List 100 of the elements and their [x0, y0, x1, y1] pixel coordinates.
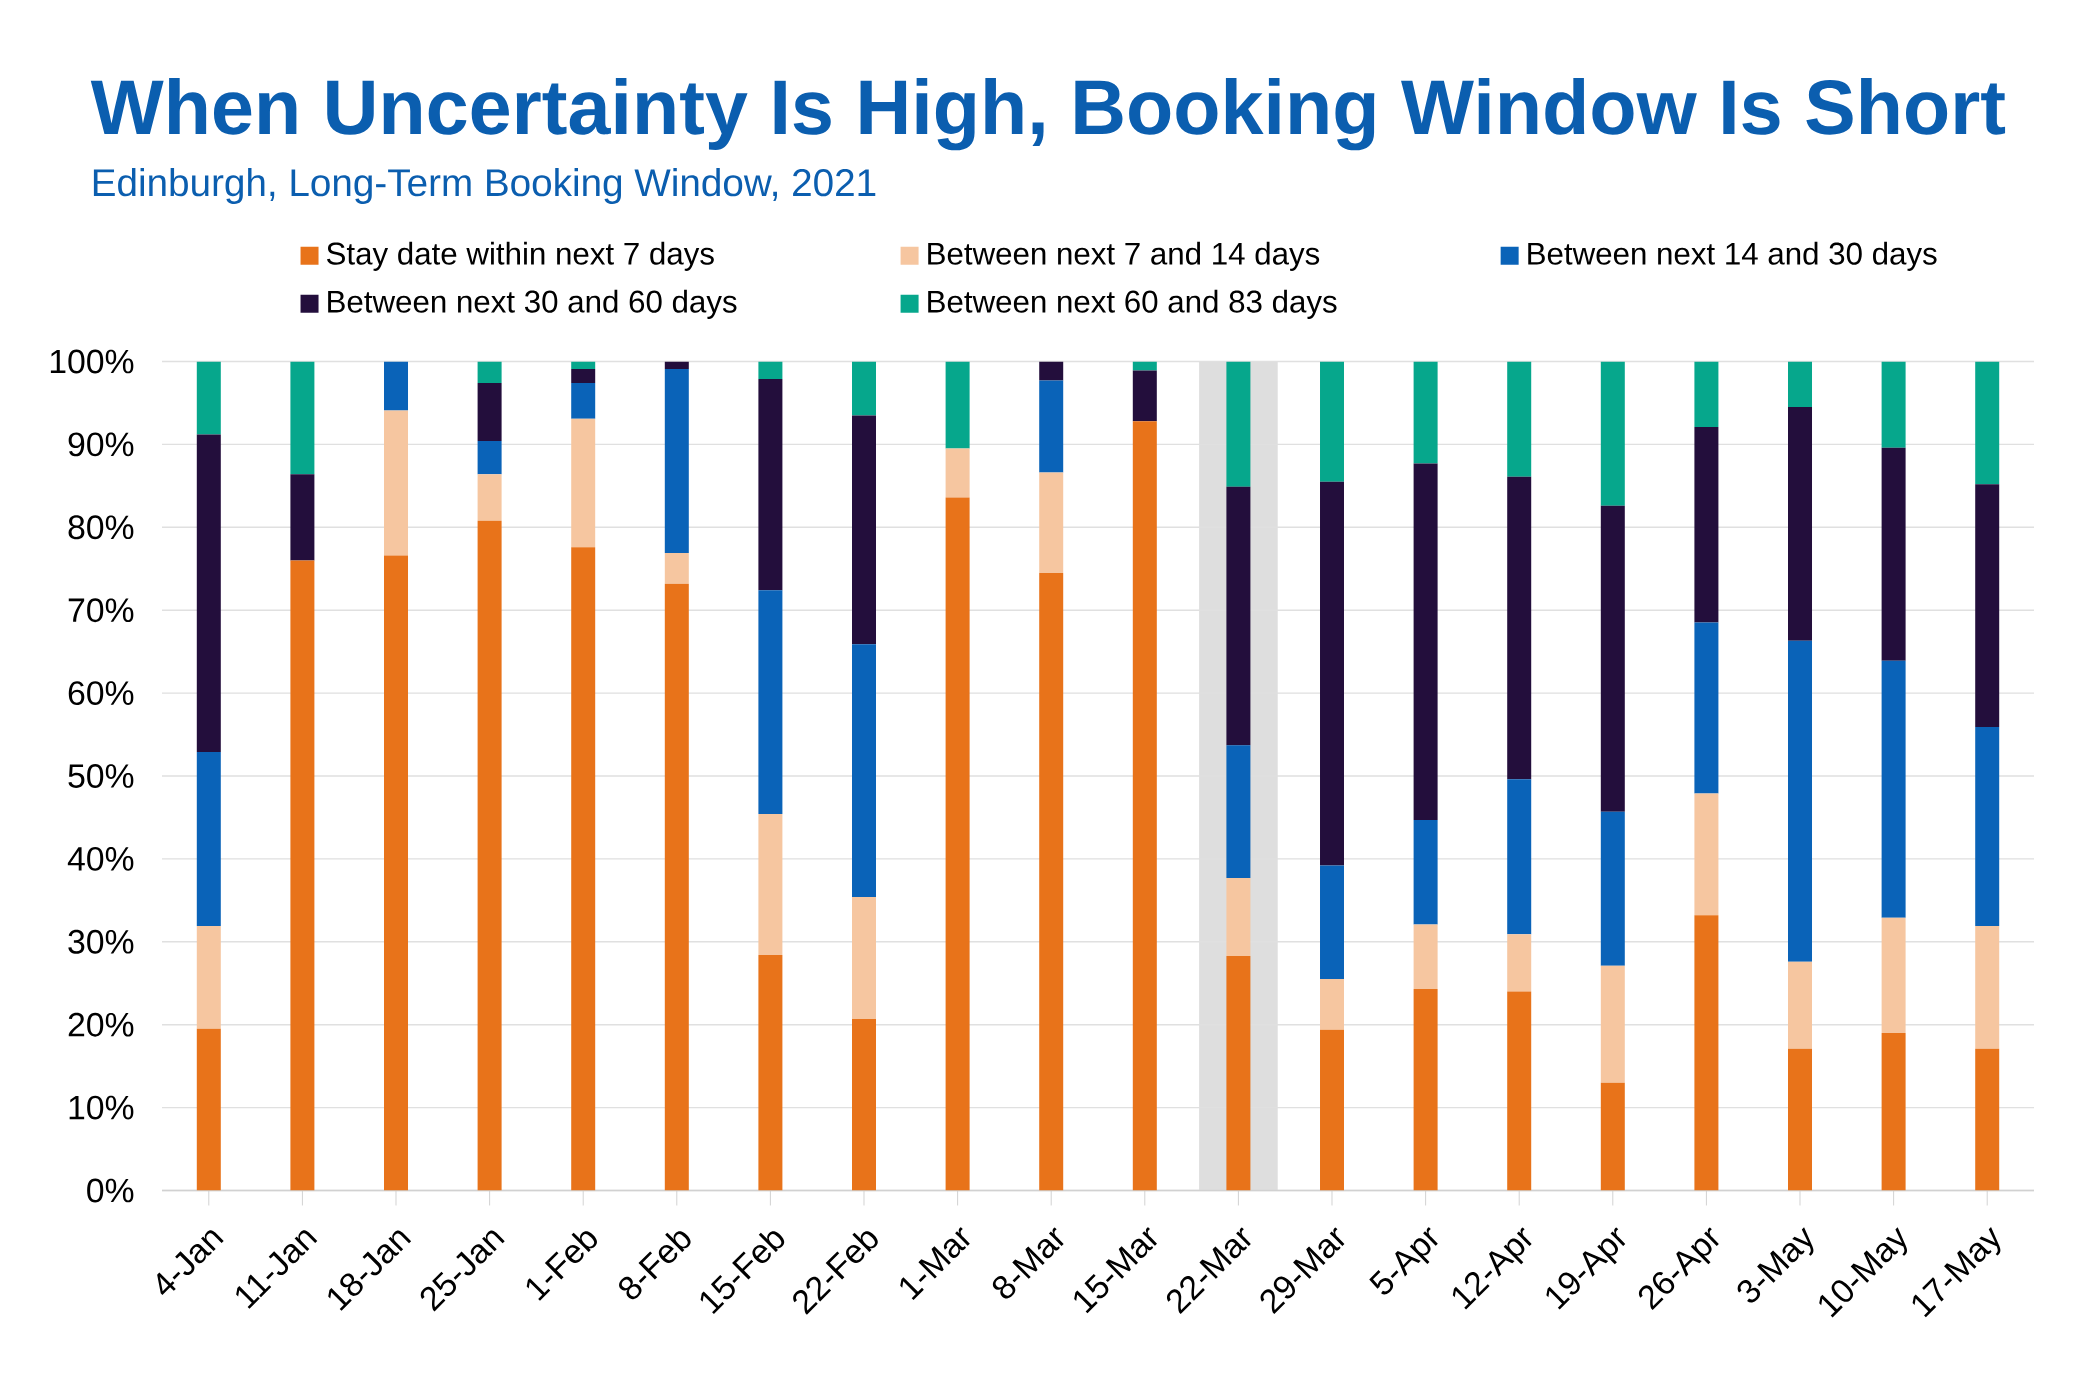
bar — [1788, 407, 1813, 641]
bar — [758, 590, 783, 815]
bar — [1881, 1032, 1906, 1191]
bar — [571, 547, 596, 1191]
bar — [1320, 1029, 1344, 1191]
bar — [1975, 1048, 2000, 1191]
bar — [1132, 361, 1157, 371]
bar — [1320, 979, 1344, 1030]
bar — [571, 368, 596, 384]
bar — [290, 361, 315, 475]
y-tick-label: 70% — [68, 598, 134, 623]
bar — [1226, 955, 1251, 1191]
bar — [945, 448, 970, 498]
bar — [1694, 793, 1719, 916]
bar — [664, 552, 689, 584]
bar — [1600, 361, 1625, 506]
bar — [384, 361, 409, 411]
bar — [1132, 421, 1157, 1191]
bar — [1881, 361, 1906, 448]
y-tick-label: 100% — [50, 349, 134, 374]
bar — [571, 383, 596, 419]
bar — [1694, 915, 1719, 1191]
bar — [196, 434, 221, 752]
legend-label: Stay date within next 7 days — [327, 241, 714, 271]
y-tick-label: 50% — [68, 764, 134, 788]
bar — [1881, 447, 1906, 661]
bar — [477, 474, 502, 521]
bar — [290, 560, 315, 1191]
bar — [1413, 361, 1438, 464]
bar — [196, 926, 221, 1029]
chart-subtitle: Edinburgh, Long-Term Booking Window, 2021 — [93, 167, 876, 204]
bar — [852, 415, 876, 645]
bar — [1600, 1082, 1625, 1191]
bar — [384, 555, 409, 1191]
bar — [477, 361, 502, 384]
y-tick-label: 60% — [68, 681, 134, 706]
bar — [1507, 779, 1532, 935]
bar — [1507, 476, 1532, 780]
bar — [1226, 745, 1251, 878]
chart-title: When Uncertainty Is High, Booking Window Is Short — [90, 77, 2006, 151]
bar — [477, 520, 502, 1191]
bar — [1320, 865, 1344, 980]
y-tick-label: 80% — [68, 515, 134, 540]
bar — [852, 897, 876, 1019]
bar — [1413, 463, 1438, 820]
bar — [1975, 926, 2000, 1049]
bar — [758, 814, 783, 956]
bar — [1039, 380, 1064, 473]
bar — [664, 361, 689, 369]
bar — [1694, 426, 1719, 623]
legend-label: Between next 7 and 14 days — [928, 241, 1320, 271]
bar — [1788, 640, 1813, 962]
bar — [1788, 1048, 1813, 1191]
bar — [1226, 877, 1251, 956]
bar — [1132, 370, 1157, 422]
bar — [1039, 361, 1064, 381]
bar — [945, 497, 970, 1191]
legend-label: Between next 30 and 60 days — [328, 289, 737, 319]
bar — [758, 378, 783, 591]
bar — [1413, 924, 1438, 990]
bar — [384, 410, 409, 556]
bar — [1413, 819, 1438, 925]
bar — [1226, 486, 1251, 746]
bar — [1881, 917, 1906, 1033]
bar — [852, 1018, 876, 1191]
bar — [1320, 361, 1344, 482]
bar — [664, 583, 689, 1191]
bar — [852, 361, 876, 416]
bar — [1039, 572, 1064, 1191]
bar — [1507, 934, 1532, 992]
bar — [1975, 727, 2000, 927]
bar — [196, 1028, 221, 1191]
bar — [1320, 481, 1344, 866]
bar — [1600, 505, 1625, 812]
bar — [1600, 811, 1625, 966]
y-tick-label: 20% — [68, 1012, 134, 1037]
bar — [290, 474, 315, 561]
bar — [1039, 472, 1064, 573]
bar — [1788, 961, 1813, 1049]
bar — [1507, 991, 1532, 1191]
bar — [1788, 361, 1813, 408]
bar — [1413, 989, 1438, 1191]
bar — [758, 361, 783, 379]
y-tick-label: 90% — [68, 432, 134, 457]
bar — [196, 361, 221, 435]
bar — [477, 383, 502, 442]
bar — [852, 644, 876, 898]
bar — [477, 441, 502, 475]
bar — [1507, 361, 1532, 477]
bar — [1881, 660, 1906, 918]
bar — [1694, 361, 1719, 427]
bar — [1975, 484, 2000, 728]
legend-label: Between next 60 and 83 days — [928, 289, 1337, 319]
bar — [945, 361, 970, 449]
y-tick-label: 10% — [69, 1095, 134, 1120]
bar — [571, 418, 596, 548]
y-tick-label: 40% — [67, 846, 134, 871]
bar — [571, 361, 596, 369]
y-tick-label: 30% — [68, 929, 134, 954]
y-tick-label: 0% — [87, 1178, 134, 1203]
